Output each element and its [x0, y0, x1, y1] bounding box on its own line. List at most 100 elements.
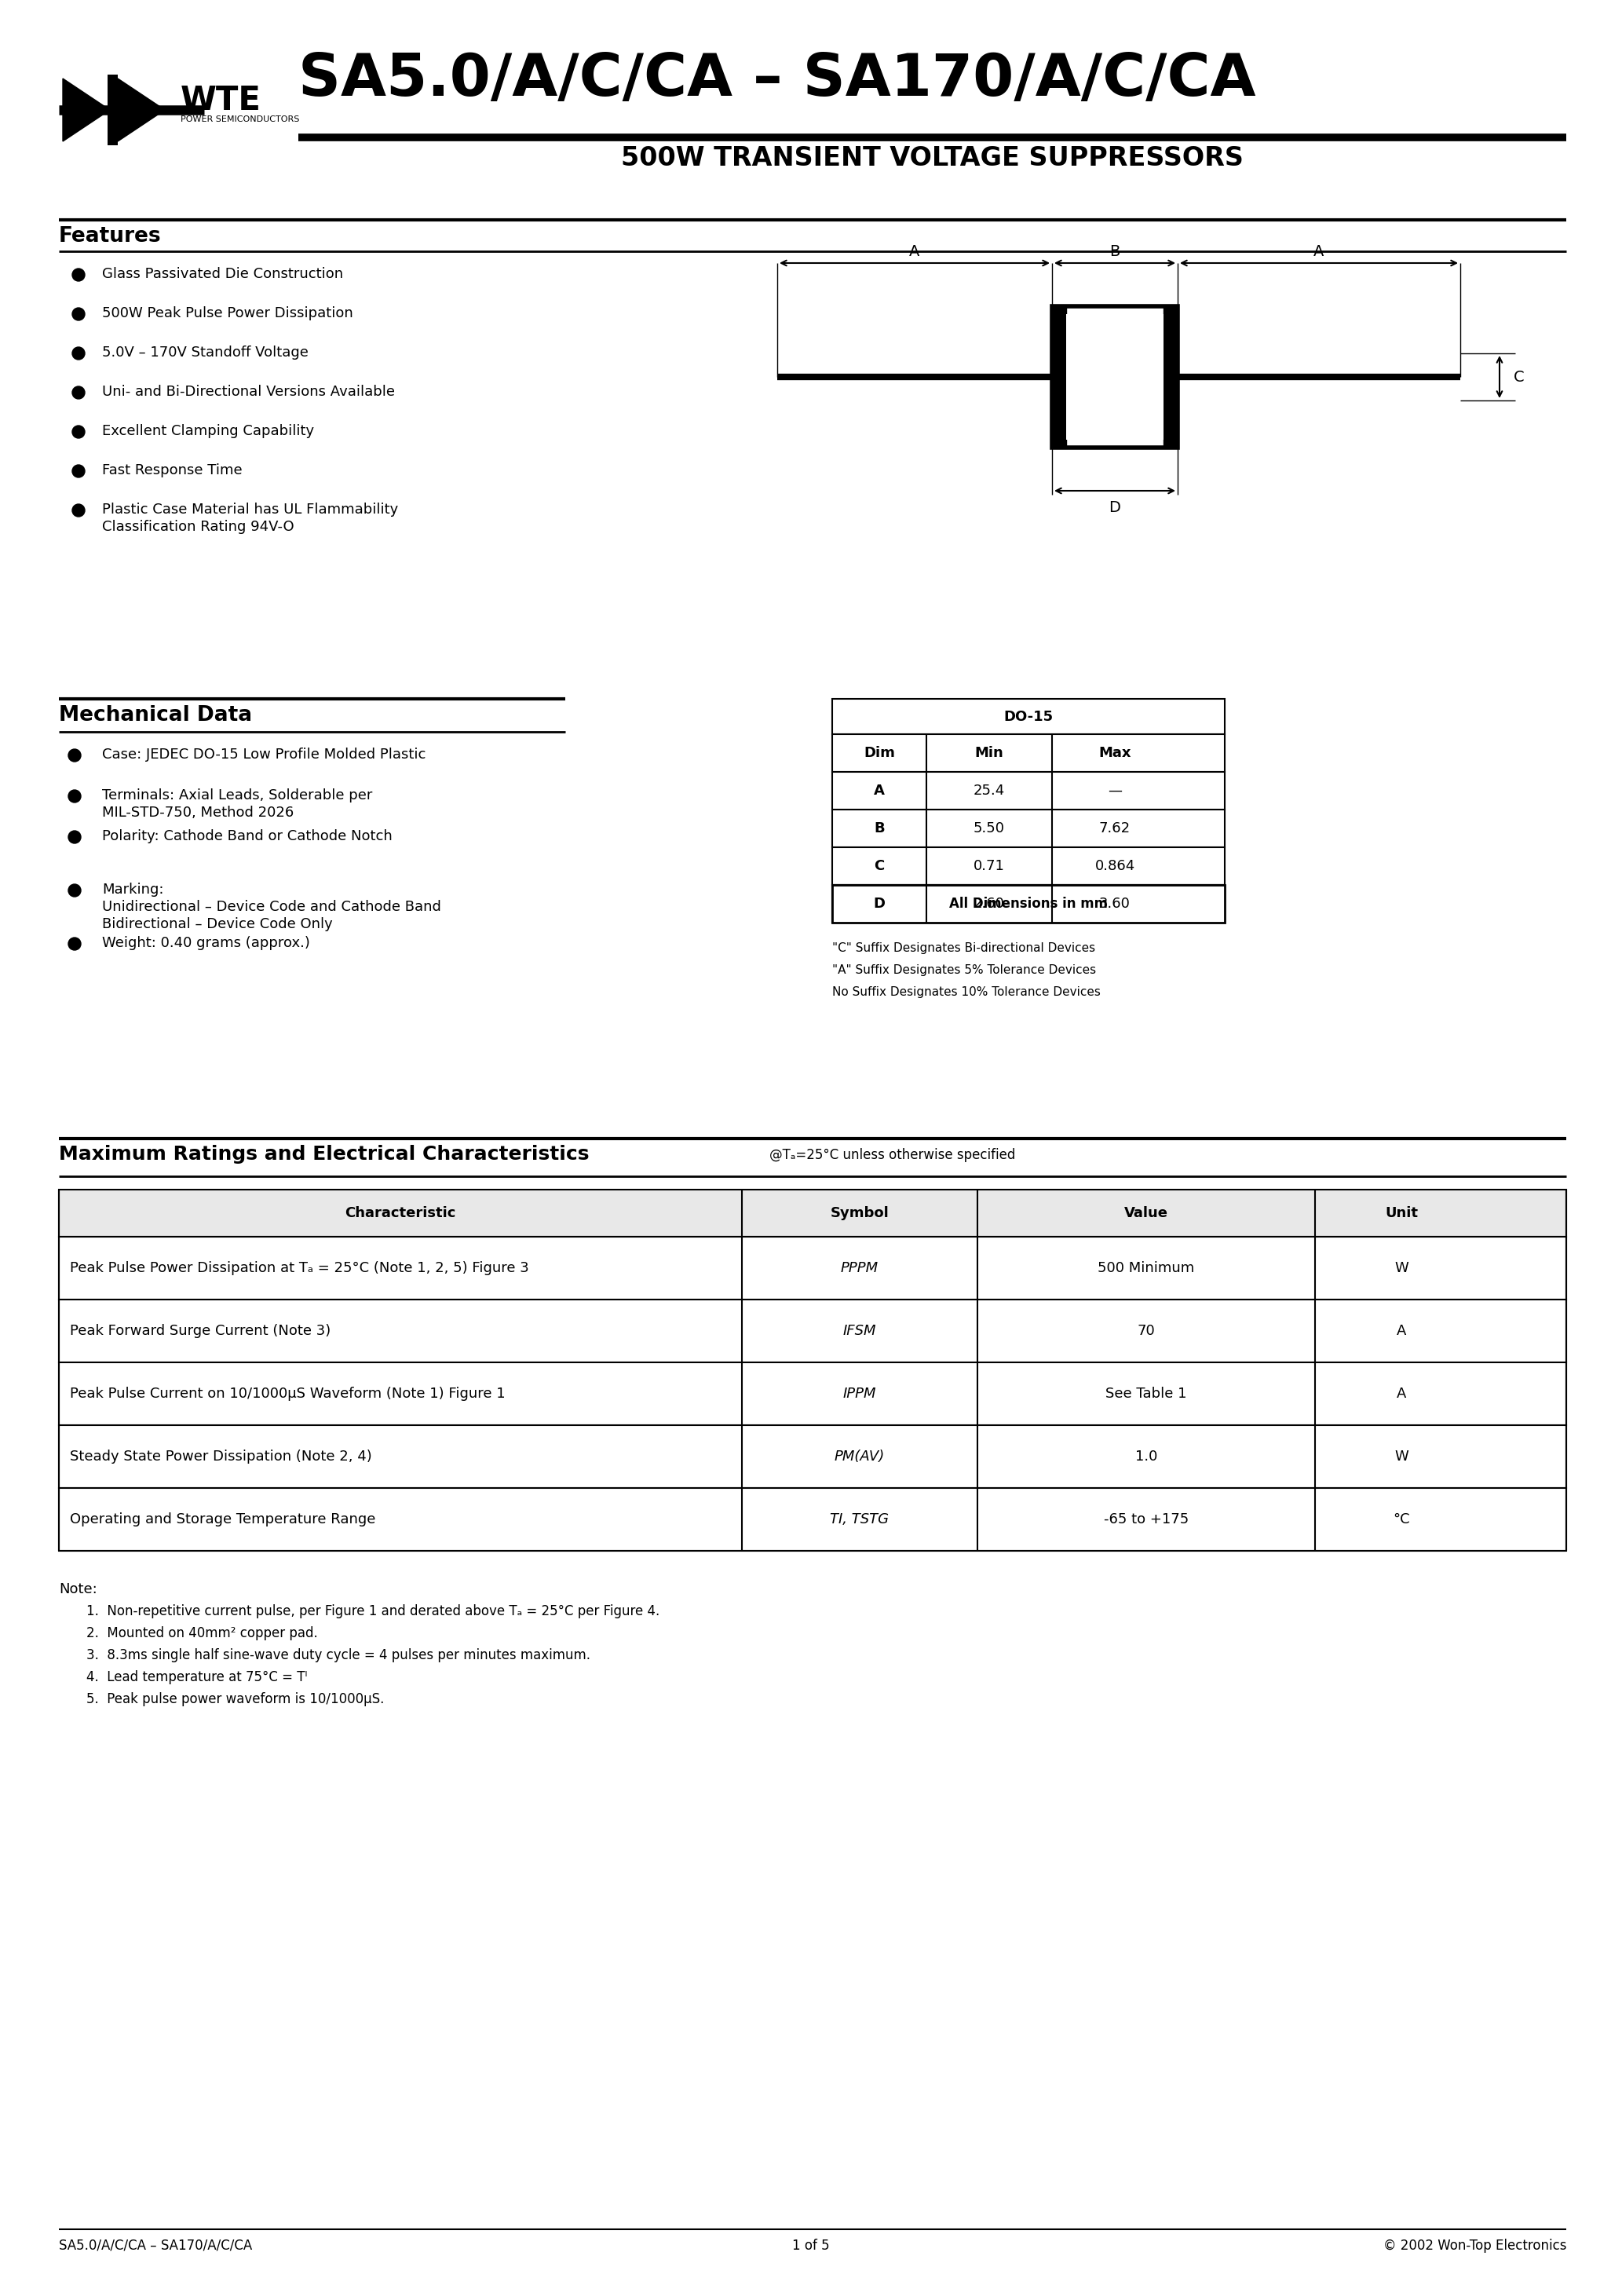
Bar: [1053, 305, 1066, 448]
Text: Characteristic: Characteristic: [345, 1205, 456, 1219]
Text: Unit: Unit: [1385, 1205, 1418, 1219]
Circle shape: [73, 505, 84, 517]
Circle shape: [68, 790, 81, 804]
Bar: [832, 771, 1225, 810]
Text: Unidirectional – Device Code and Cathode Band: Unidirectional – Device Code and Cathode…: [102, 900, 441, 914]
Text: 2.60: 2.60: [973, 898, 1006, 912]
Bar: [832, 698, 1225, 735]
Text: 3.60: 3.60: [1100, 898, 1131, 912]
Text: Peak Pulse Current on 10/1000μS Waveform (Note 1) Figure 1: Peak Pulse Current on 10/1000μS Waveform…: [70, 1387, 506, 1401]
Text: 0.71: 0.71: [973, 859, 1006, 872]
Bar: [1053, 305, 1178, 448]
Text: A: A: [1397, 1387, 1406, 1401]
Text: Operating and Storage Temperature Range: Operating and Storage Temperature Range: [70, 1513, 376, 1527]
Text: A: A: [874, 783, 884, 797]
Text: Steady State Power Dissipation (Note 2, 4): Steady State Power Dissipation (Note 2, …: [70, 1449, 371, 1463]
Text: Peak Forward Surge Current (Note 3): Peak Forward Surge Current (Note 3): [70, 1325, 331, 1339]
Polygon shape: [118, 78, 165, 142]
Text: A: A: [910, 243, 920, 259]
Bar: [1163, 305, 1178, 448]
Circle shape: [68, 937, 81, 951]
Text: Fast Response Time: Fast Response Time: [102, 464, 242, 478]
Bar: [58, 1362, 1567, 1426]
Text: © 2002 Won-Top Electronics: © 2002 Won-Top Electronics: [1384, 2239, 1567, 2252]
Text: "A" Suffix Designates 5% Tolerance Devices: "A" Suffix Designates 5% Tolerance Devic…: [832, 964, 1096, 976]
Text: Value: Value: [1124, 1205, 1168, 1219]
Text: 4.  Lead temperature at 75°C = Tᴵ: 4. Lead temperature at 75°C = Tᴵ: [86, 1669, 307, 1685]
Text: 3.  8.3ms single half sine-wave duty cycle = 4 pulses per minutes maximum.: 3. 8.3ms single half sine-wave duty cycl…: [86, 1649, 590, 1662]
Text: C: C: [874, 859, 884, 872]
Text: D: D: [1109, 501, 1121, 514]
Text: WTE: WTE: [180, 85, 261, 117]
Bar: [832, 884, 1225, 923]
Text: POWER SEMICONDUCTORS: POWER SEMICONDUCTORS: [180, 115, 300, 124]
Text: A: A: [1397, 1325, 1406, 1339]
Text: B: B: [874, 822, 884, 836]
Circle shape: [73, 269, 84, 280]
Text: 0.864: 0.864: [1095, 859, 1135, 872]
Bar: [832, 735, 1225, 771]
Text: Glass Passivated Die Construction: Glass Passivated Die Construction: [102, 266, 344, 280]
Text: Terminals: Axial Leads, Solderable per: Terminals: Axial Leads, Solderable per: [102, 788, 373, 804]
Text: Min: Min: [975, 746, 1004, 760]
Text: 25.4: 25.4: [973, 783, 1006, 797]
Text: 500W Peak Pulse Power Dissipation: 500W Peak Pulse Power Dissipation: [102, 305, 354, 321]
Text: 1.  Non-repetitive current pulse, per Figure 1 and derated above Tₐ = 25°C per F: 1. Non-repetitive current pulse, per Fig…: [86, 1605, 660, 1619]
Text: Peak Pulse Power Dissipation at Tₐ = 25°C (Note 1, 2, 5) Figure 3: Peak Pulse Power Dissipation at Tₐ = 25°…: [70, 1261, 529, 1274]
Text: Max: Max: [1098, 746, 1131, 760]
Text: DO-15: DO-15: [1004, 709, 1053, 723]
Text: 500W TRANSIENT VOLTAGE SUPPRESSORS: 500W TRANSIENT VOLTAGE SUPPRESSORS: [621, 145, 1244, 172]
Polygon shape: [63, 78, 110, 142]
Text: SA5.0/A/C/CA – SA170/A/C/CA: SA5.0/A/C/CA – SA170/A/C/CA: [298, 51, 1255, 108]
Text: See Table 1: See Table 1: [1106, 1387, 1187, 1401]
Text: 2.  Mounted on 40mm² copper pad.: 2. Mounted on 40mm² copper pad.: [86, 1626, 318, 1639]
Text: MIL-STD-750, Method 2026: MIL-STD-750, Method 2026: [102, 806, 294, 820]
Text: All Dimensions in mm: All Dimensions in mm: [949, 898, 1108, 912]
Bar: [58, 1488, 1567, 1550]
Text: -65 to +175: -65 to +175: [1103, 1513, 1189, 1527]
Circle shape: [73, 464, 84, 478]
Text: 5.  Peak pulse power waveform is 10/1000μS.: 5. Peak pulse power waveform is 10/1000μ…: [86, 1692, 384, 1706]
Text: Mechanical Data: Mechanical Data: [58, 705, 251, 726]
Text: Dim: Dim: [863, 746, 895, 760]
Text: 7.62: 7.62: [1100, 822, 1131, 836]
Text: Classification Rating 94V-O: Classification Rating 94V-O: [102, 519, 294, 535]
Bar: [107, 73, 118, 145]
Bar: [58, 1189, 1567, 1238]
Text: Note:: Note:: [58, 1582, 97, 1596]
Bar: [832, 810, 1225, 847]
Text: Features: Features: [58, 225, 162, 246]
Text: 5.0V – 170V Standoff Voltage: 5.0V – 170V Standoff Voltage: [102, 344, 308, 360]
Circle shape: [68, 748, 81, 762]
Text: Uni- and Bi-Directional Versions Available: Uni- and Bi-Directional Versions Availab…: [102, 386, 394, 400]
Text: Symbol: Symbol: [830, 1205, 889, 1219]
Bar: [832, 847, 1225, 884]
Circle shape: [73, 347, 84, 360]
Circle shape: [68, 831, 81, 843]
Text: Polarity: Cathode Band or Cathode Notch: Polarity: Cathode Band or Cathode Notch: [102, 829, 393, 843]
Text: @Tₐ=25°C unless otherwise specified: @Tₐ=25°C unless otherwise specified: [769, 1148, 1015, 1162]
Text: 1.0: 1.0: [1135, 1449, 1158, 1463]
Text: B: B: [1109, 243, 1121, 259]
Text: 70: 70: [1137, 1325, 1155, 1339]
Text: C: C: [1513, 370, 1525, 383]
Text: D: D: [873, 898, 886, 912]
Text: 500 Minimum: 500 Minimum: [1098, 1261, 1195, 1274]
Circle shape: [68, 884, 81, 898]
Text: 5.50: 5.50: [973, 822, 1006, 836]
Text: IFSM: IFSM: [843, 1325, 876, 1339]
Text: PM(AV): PM(AV): [834, 1449, 886, 1463]
Bar: [832, 884, 1225, 923]
Text: °C: °C: [1393, 1513, 1410, 1527]
Text: SA5.0/A/C/CA – SA170/A/C/CA: SA5.0/A/C/CA – SA170/A/C/CA: [58, 2239, 251, 2252]
Text: W: W: [1395, 1449, 1408, 1463]
Text: "C" Suffix Designates Bi-directional Devices: "C" Suffix Designates Bi-directional Dev…: [832, 941, 1095, 955]
Text: Weight: 0.40 grams (approx.): Weight: 0.40 grams (approx.): [102, 937, 310, 951]
Text: Maximum Ratings and Electrical Characteristics: Maximum Ratings and Electrical Character…: [58, 1146, 589, 1164]
Bar: [58, 1238, 1567, 1300]
Text: Bidirectional – Device Code Only: Bidirectional – Device Code Only: [102, 916, 333, 932]
Bar: [1066, 315, 1163, 441]
Text: Marking:: Marking:: [102, 882, 164, 898]
Text: —: —: [1108, 783, 1122, 797]
Circle shape: [73, 425, 84, 439]
